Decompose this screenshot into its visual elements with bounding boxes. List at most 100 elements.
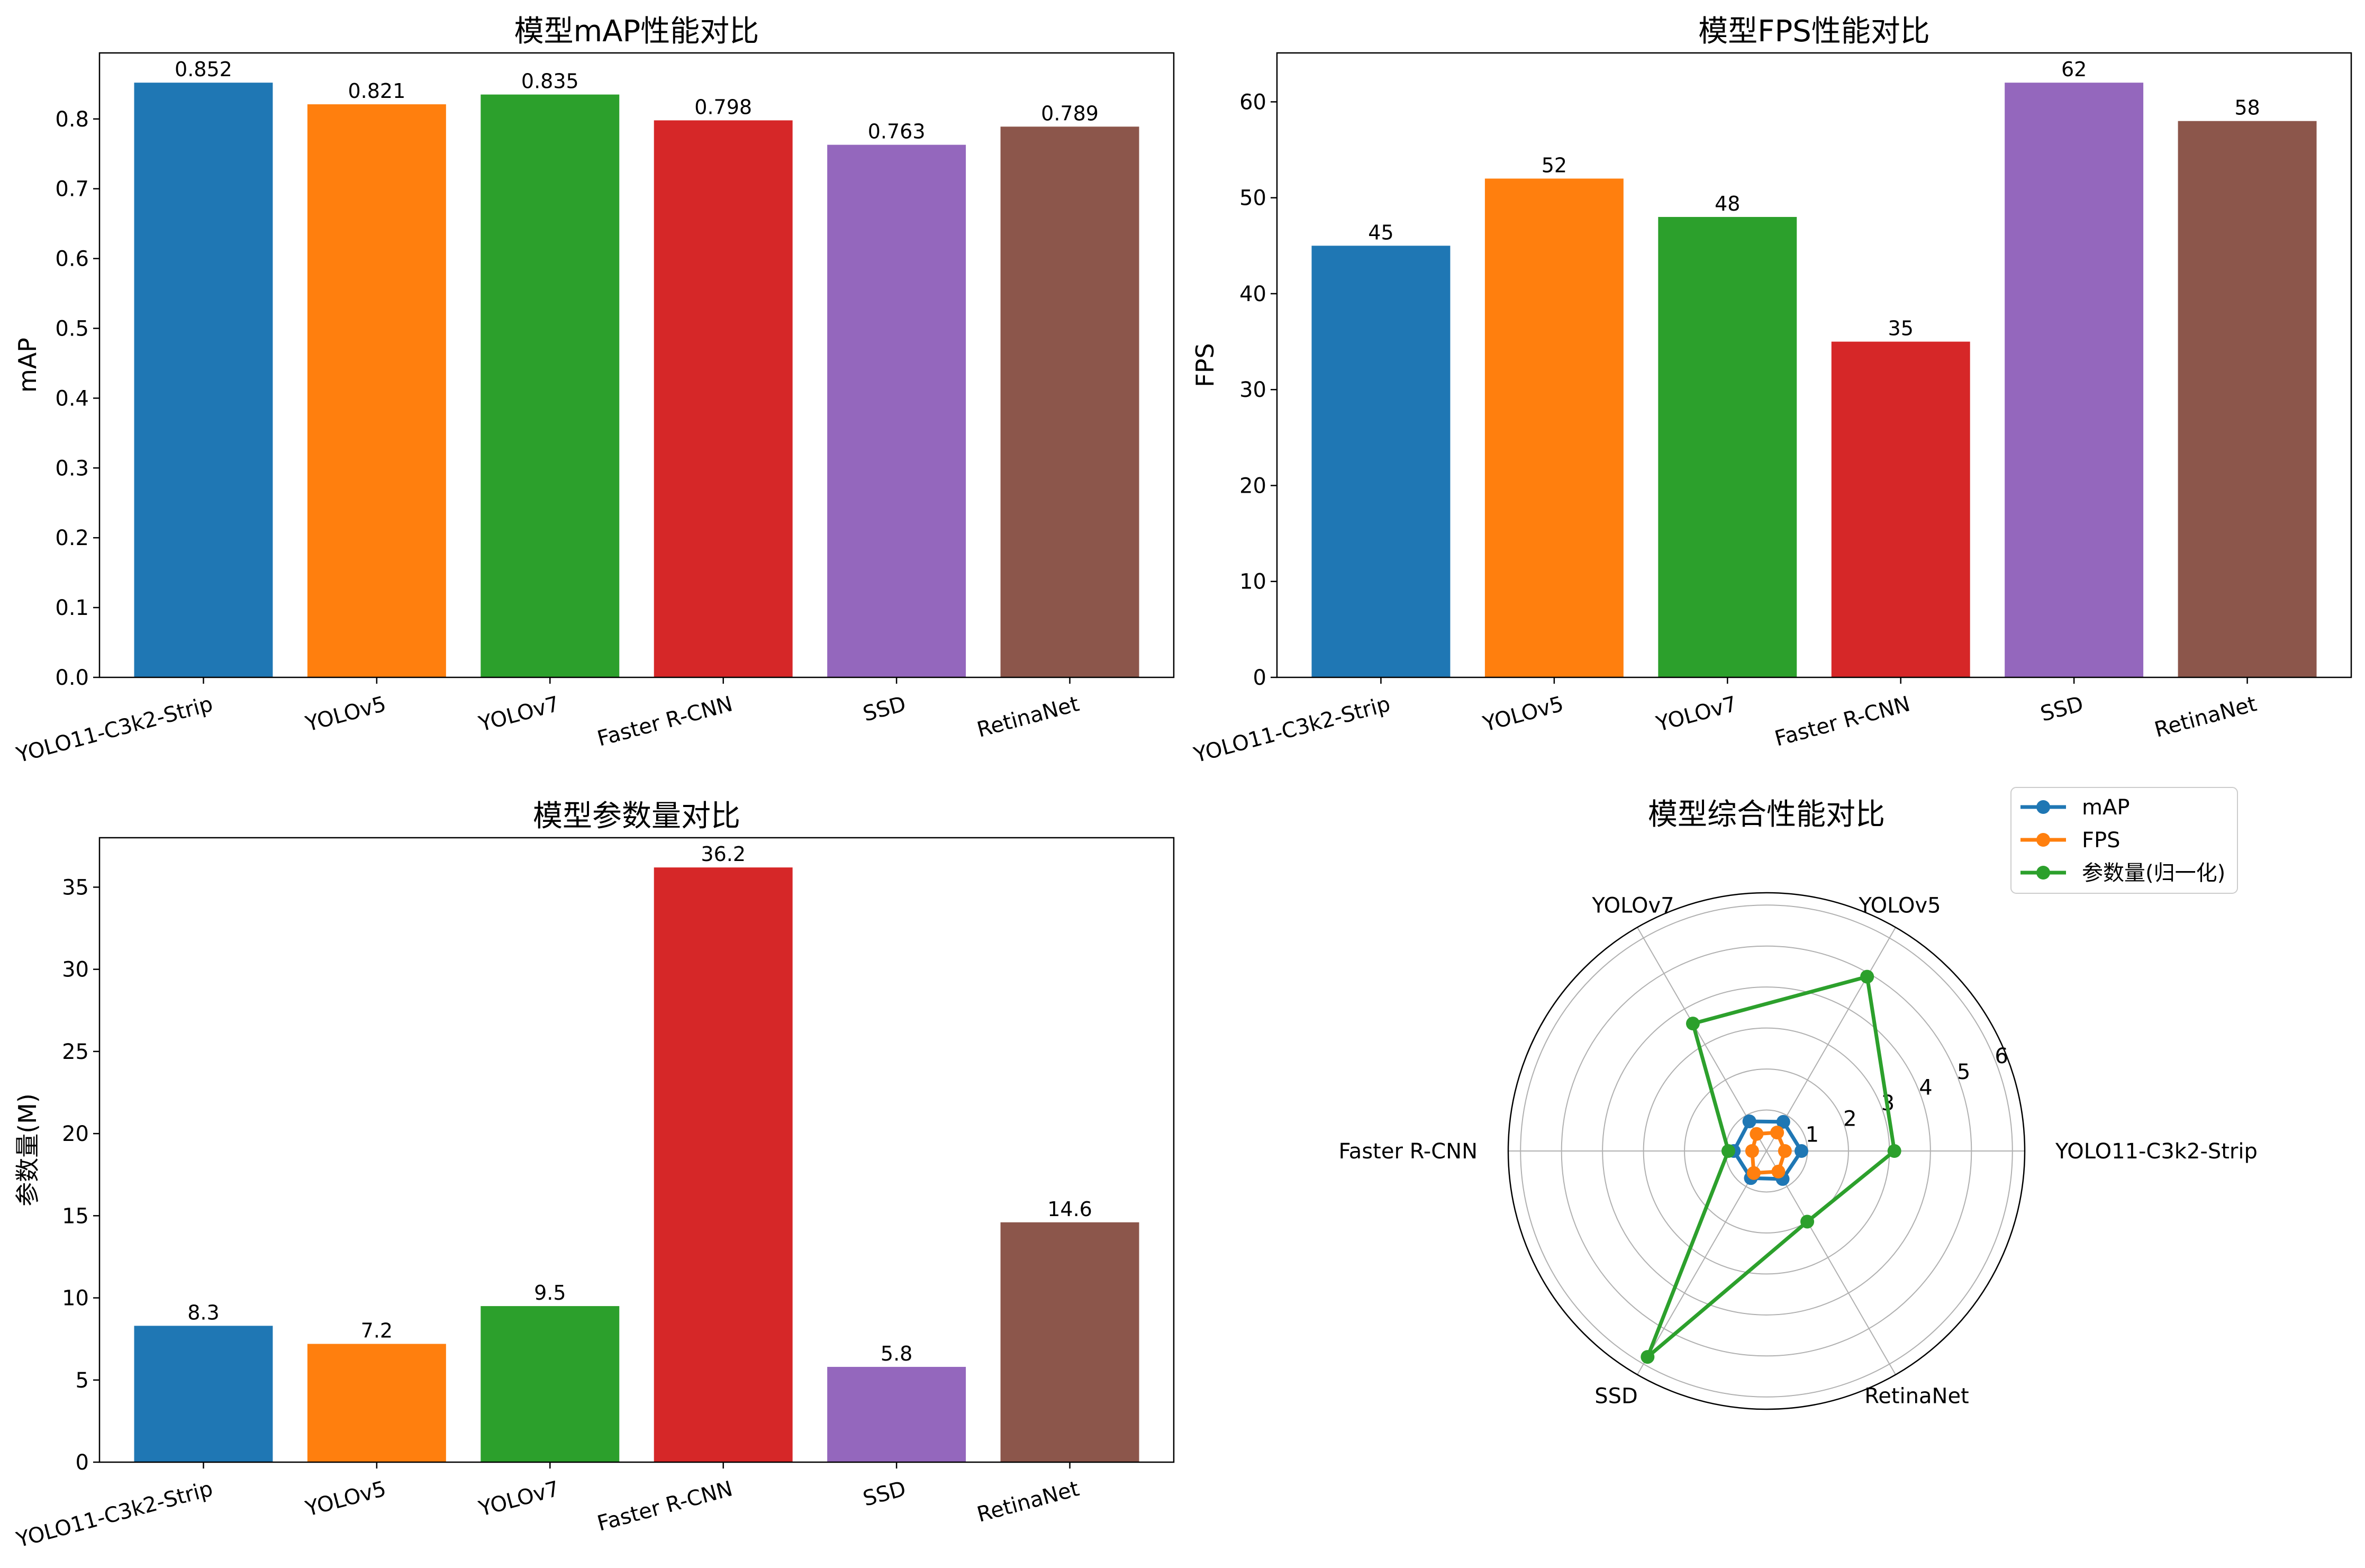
- chart-title: 模型参数量对比: [533, 799, 740, 833]
- y-tick-label: 20: [62, 1122, 89, 1146]
- radar-point-3-retinanet: [1800, 1214, 1815, 1229]
- radar-series-line-3: [1645, 975, 1897, 1359]
- chart-title: 模型综合性能对比: [1648, 797, 1885, 832]
- r-tick-label: 2: [1843, 1107, 1856, 1131]
- radar-point-2-yolov7: [1750, 1127, 1764, 1141]
- radar-category-label-yolov7: YOLOv7: [1591, 893, 1674, 918]
- x-tick-label-yolo11-c3k2-strip: YOLO11-C3k2-Strip: [13, 1476, 215, 1553]
- bar-retinanet: [1000, 1222, 1139, 1462]
- legend-marker-2: [2036, 833, 2050, 847]
- data-label-yolov7: 48: [1715, 192, 1740, 215]
- y-tick-label: 0.3: [55, 456, 89, 481]
- y-tick-label: 30: [1239, 378, 1266, 402]
- data-label-yolov5: 7.2: [361, 1319, 393, 1342]
- x-tick-label-yolov5: YOLOv5: [1480, 692, 1566, 737]
- angular-gridline: [1766, 927, 1896, 1152]
- y-tick-label: 40: [1239, 282, 1266, 306]
- y-tick-label: 0: [76, 1451, 89, 1475]
- x-tick-label-yolov5: YOLOv5: [303, 1476, 389, 1521]
- bar-faster-r-cnn: [1831, 341, 1970, 677]
- y-tick-label: 25: [62, 1040, 89, 1064]
- chart-title: 模型mAP性能对比: [514, 14, 759, 49]
- data-label-yolov7: 0.835: [521, 70, 579, 93]
- data-label-ssd: 0.763: [868, 120, 926, 143]
- bar-yolo11-c3k2-strip: [134, 83, 273, 678]
- bar-faster-r-cnn: [654, 867, 793, 1462]
- x-tick-label-faster-r-cnn: Faster R-CNN: [595, 1476, 735, 1536]
- x-tick-label-yolo11-c3k2-strip: YOLO11-C3k2-Strip: [13, 692, 215, 768]
- x-tick-label-retinanet: RetinaNet: [974, 1476, 1082, 1527]
- y-axis-label: mAP: [13, 338, 42, 393]
- bar-yolo11-c3k2-strip: [134, 1326, 273, 1462]
- radar-point-3-faster-r-cnn: [1721, 1144, 1735, 1158]
- bar-retinanet: [2178, 121, 2317, 677]
- radar-category-label-retinanet: RetinaNet: [1864, 1384, 1969, 1409]
- radar-point-3-yolov7: [1686, 1017, 1700, 1031]
- x-tick-label-retinanet: RetinaNet: [2152, 692, 2259, 742]
- angular-gridline: [1637, 927, 1767, 1152]
- y-tick-label: 35: [62, 875, 89, 900]
- x-tick-label-faster-r-cnn: Faster R-CNN: [1772, 692, 1913, 751]
- y-tick-label: 0.7: [55, 177, 89, 202]
- angular-gridline: [1766, 1150, 1896, 1375]
- bar-yolov7: [1658, 216, 1797, 677]
- y-tick-label: 50: [1239, 186, 1266, 211]
- y-tick-label: 0.8: [55, 107, 89, 132]
- radar-point-3-ssd: [1641, 1350, 1655, 1364]
- r-tick-label: 1: [1806, 1122, 1819, 1147]
- data-label-faster-r-cnn: 0.798: [694, 95, 752, 119]
- radar-category-label-yolo11-c3k2-strip: YOLO11-C3k2-Strip: [2055, 1139, 2258, 1164]
- radar-point-3-yolo11-c3k2-strip: [1887, 1144, 1901, 1158]
- radar-point-2-yolo11-c3k2-strip: [1778, 1144, 1792, 1158]
- data-label-retinanet: 0.789: [1041, 102, 1099, 125]
- r-tick-label: 5: [1957, 1060, 1970, 1084]
- radar-point-3-yolov5: [1860, 969, 1874, 984]
- y-tick-label: 10: [62, 1286, 89, 1311]
- data-label-retinanet: 14.6: [1047, 1198, 1092, 1221]
- x-tick-label-faster-r-cnn: Faster R-CNN: [595, 692, 735, 751]
- y-tick-label: 0: [1253, 666, 1266, 690]
- y-tick-label: 15: [62, 1204, 89, 1228]
- bar-yolov7: [481, 94, 620, 678]
- radar-point-2-yolov5: [1770, 1126, 1784, 1140]
- radar-category-label-yolov5: YOLOv5: [1858, 893, 1941, 918]
- data-label-yolo11-c3k2-strip: 45: [1368, 221, 1393, 244]
- y-tick-label: 0.4: [55, 386, 89, 411]
- y-tick-label: 60: [1239, 90, 1266, 114]
- x-tick-label-yolov5: YOLOv5: [303, 692, 389, 737]
- x-tick-label-retinanet: RetinaNet: [974, 692, 1082, 742]
- y-tick-label: 0.1: [55, 596, 89, 620]
- data-label-yolov5: 52: [1542, 153, 1567, 177]
- radar-chart: 123456YOLO11-C3k2-StripYOLOv5YOLOv7Faste…: [1338, 787, 2258, 1410]
- x-tick-label-yolov7: YOLOv7: [476, 692, 562, 737]
- y-axis-label: FPS: [1191, 343, 1219, 387]
- bar-yolov5: [307, 1344, 446, 1462]
- data-label-yolo11-c3k2-strip: 0.852: [175, 58, 232, 81]
- bar-chart-1: 0.852 0.821 0.835 0.798 0.763 0.789 0.0 0.1 0.2 0…: [13, 14, 1175, 768]
- r-tick-label: 6: [1995, 1044, 2008, 1068]
- y-tick-label: 5: [76, 1368, 89, 1393]
- legend-marker-3: [2036, 866, 2050, 880]
- legend: mAP FPS 参数量(归一化): [2010, 787, 2238, 894]
- radar-point-1-yolov5: [1776, 1114, 1790, 1129]
- data-label-yolov5: 0.821: [348, 79, 405, 103]
- y-tick-label: 10: [1239, 570, 1266, 594]
- r-tick-label: 4: [1919, 1075, 1932, 1100]
- radar-frame: [1507, 892, 2026, 1410]
- legend-label-3: 参数量(归一化): [2082, 861, 2225, 885]
- radar-point-2-faster-r-cnn: [1745, 1144, 1759, 1158]
- data-label-yolo11-c3k2-strip: 8.3: [187, 1301, 219, 1324]
- data-label-ssd: 62: [2061, 58, 2087, 81]
- bar-yolov5: [307, 104, 446, 677]
- bar-yolov5: [1484, 178, 1624, 677]
- bar-ssd: [827, 1366, 966, 1462]
- y-tick-label: 0.6: [55, 247, 89, 271]
- chart-title: 模型FPS性能对比: [1698, 14, 1930, 49]
- plot-frame: [1276, 52, 2352, 678]
- angular-gridline: [1637, 1150, 1767, 1375]
- bar-chart-2: 45 52 48 35 62 58 0 10 20 30 40 50 60 YOLO11-C3k2-Str…: [1191, 14, 2352, 768]
- data-label-yolov7: 9.5: [534, 1281, 566, 1304]
- y-tick-label: 0.5: [55, 316, 89, 341]
- y-tick-label: 0.2: [55, 526, 89, 550]
